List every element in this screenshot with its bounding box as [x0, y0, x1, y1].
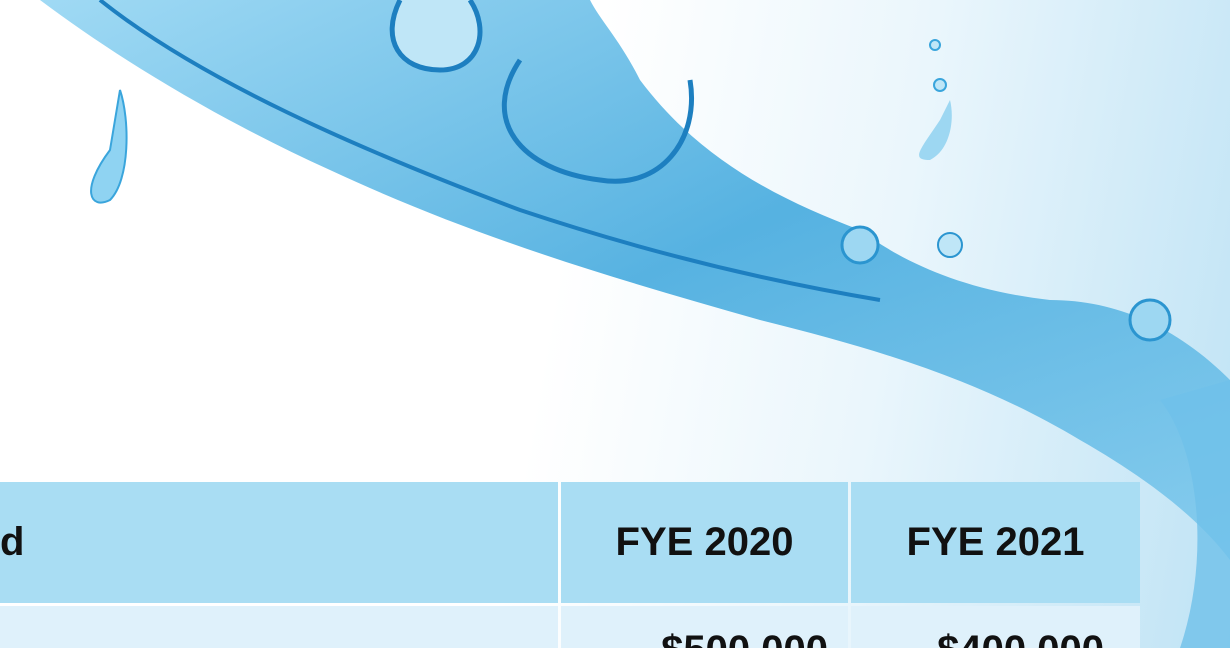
header-text: FYE 2020 [616, 520, 794, 564]
table-header-cell: d [0, 482, 558, 603]
table-header-cell: FYE 2021 [851, 482, 1140, 603]
cell-text: $500,000 [661, 630, 828, 648]
table-header-cell: FYE 2020 [561, 482, 848, 603]
header-text: d [0, 520, 24, 564]
table-cell: $400,000 [851, 606, 1140, 648]
slide: d FYE 2020 FYE 2021 $500,000 $400,000 [0, 0, 1230, 648]
table-cell [0, 606, 558, 648]
cell-text: $400,000 [937, 630, 1104, 648]
header-text: FYE 2021 [907, 520, 1085, 564]
table-cell: $500,000 [561, 606, 848, 648]
